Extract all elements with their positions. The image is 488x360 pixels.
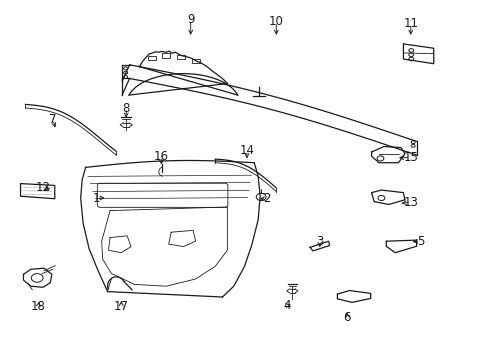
Bar — [162, 53, 170, 58]
Text: 5: 5 — [416, 235, 424, 248]
Text: 14: 14 — [239, 144, 254, 157]
Text: 18: 18 — [31, 300, 45, 313]
Text: 3: 3 — [315, 235, 323, 248]
Text: 11: 11 — [403, 17, 417, 30]
Text: 15: 15 — [403, 151, 417, 164]
Text: 13: 13 — [403, 196, 417, 209]
Text: 16: 16 — [154, 150, 168, 163]
Text: 10: 10 — [268, 15, 283, 28]
Text: 12: 12 — [36, 181, 50, 194]
Text: 9: 9 — [186, 13, 194, 26]
Text: 4: 4 — [283, 299, 291, 312]
Bar — [177, 55, 184, 59]
Text: 7: 7 — [49, 113, 57, 126]
Bar — [191, 59, 199, 63]
Bar — [147, 56, 155, 60]
Text: 2: 2 — [262, 192, 270, 205]
Text: 17: 17 — [114, 300, 128, 313]
Text: 6: 6 — [343, 311, 350, 324]
Text: 1: 1 — [93, 192, 101, 204]
Text: 8: 8 — [122, 102, 130, 114]
